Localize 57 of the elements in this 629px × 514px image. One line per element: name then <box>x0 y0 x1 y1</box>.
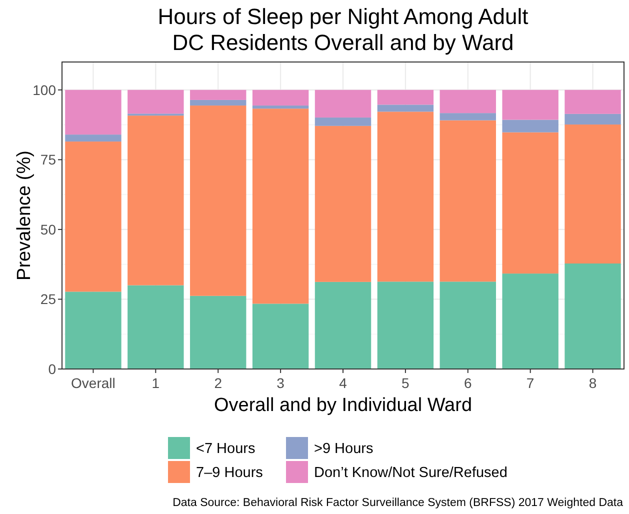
bar <box>190 100 246 106</box>
bar <box>128 285 184 369</box>
y-tick-label: 75 <box>40 152 56 168</box>
bar <box>377 104 434 112</box>
bar <box>564 90 621 114</box>
chart-title: Hours of Sleep per Night Among Adult DC Residents Overall and by Ward <box>158 4 528 55</box>
legend-label: Don’t Know/Not Sure/Refused <box>314 465 508 481</box>
bar <box>502 120 558 132</box>
bar <box>502 90 558 120</box>
bar <box>65 90 122 135</box>
bar <box>502 274 558 369</box>
bar <box>190 90 246 100</box>
bar <box>65 292 122 369</box>
legend-label: <7 Hours <box>196 441 256 457</box>
bar <box>440 120 496 282</box>
bar <box>377 112 434 282</box>
bar <box>128 90 184 114</box>
bar <box>502 132 558 274</box>
bar <box>564 264 621 369</box>
bar <box>377 282 434 369</box>
x-tick-label: 8 <box>588 375 597 391</box>
bar <box>314 118 372 126</box>
bar <box>377 90 434 105</box>
x-tick-label: 5 <box>402 375 410 391</box>
y-tick-label: 0 <box>48 361 56 377</box>
source-note: Data Source: Behavioral Risk Factor Surveillance System (BRFSS) 2017 Weighted Data <box>172 497 624 509</box>
y-tick-label: 25 <box>40 291 56 308</box>
bar <box>440 113 496 120</box>
x-tick-label: 4 <box>339 375 348 391</box>
x-tick-label: 3 <box>276 375 285 391</box>
y-tick-label: 50 <box>40 221 56 238</box>
x-tick-label: 7 <box>526 375 534 391</box>
legend-label: 7–9 Hours <box>196 465 263 481</box>
bar <box>252 90 309 106</box>
x-axis-title: Overall and by Individual Ward <box>214 395 472 416</box>
bar <box>128 116 184 286</box>
y-axis-title: Prevalence (%) <box>14 150 35 280</box>
x-tick-label: 1 <box>152 375 160 391</box>
bar <box>65 134 122 142</box>
bar <box>564 114 621 125</box>
bar <box>564 124 621 264</box>
bar <box>190 296 246 369</box>
bar <box>190 106 246 296</box>
y-tick-label: 100 <box>32 82 56 98</box>
x-tick-label: 2 <box>214 375 222 391</box>
bar <box>252 304 309 369</box>
bar <box>65 142 122 292</box>
legend-label: >9 Hours <box>314 441 374 457</box>
bar <box>314 282 372 369</box>
bar <box>440 282 496 369</box>
x-tick-label: Overall <box>71 375 116 391</box>
bar <box>440 90 496 114</box>
bar <box>314 126 372 282</box>
bar <box>252 108 309 304</box>
bar <box>252 106 309 109</box>
bar <box>314 90 372 118</box>
x-tick-label: 6 <box>464 375 472 391</box>
